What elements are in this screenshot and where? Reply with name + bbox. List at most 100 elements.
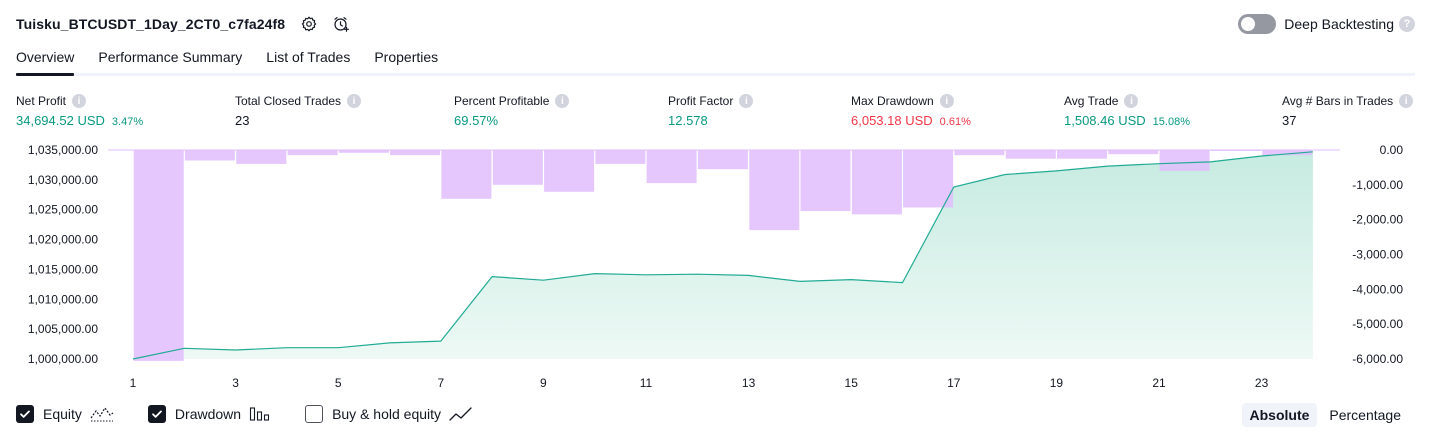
help-icon[interactable]: i (72, 94, 87, 108)
drawdown-bars-icon (249, 405, 271, 423)
settings-icon[interactable] (299, 14, 319, 34)
drawdown-bar (441, 150, 492, 199)
metric-title: Avg Trade (1064, 94, 1119, 108)
metric-value: 12.578 (668, 113, 708, 128)
drawdown-label: Drawdown (174, 406, 242, 422)
equity-label: Equity (43, 406, 82, 422)
metric-net-profit: Net Profit i 34,694.52 USD 3.47% (16, 93, 143, 129)
left-axis-tick-label: 1,010,000.00 (28, 292, 98, 306)
buy-hold-checkbox-group[interactable]: Buy & hold equity (305, 405, 473, 423)
right-axis-tick-label: -3,000.00 (1352, 248, 1403, 262)
x-axis-tick-label: 11 (640, 376, 653, 390)
x-axis-tick-label: 3 (232, 376, 239, 390)
drawdown-bar (236, 150, 287, 164)
metric-percent: 15.08% (1152, 116, 1190, 128)
metric-avg-trade: Avg Trade i 1,508.46 USD 15.08% (1064, 93, 1190, 129)
drawdown-bar (903, 150, 954, 208)
drawdown-bar (800, 150, 851, 211)
help-icon[interactable]: i (739, 94, 754, 108)
help-icon[interactable]: i (1399, 94, 1414, 108)
x-axis-tick-label: 9 (540, 376, 547, 390)
drawdown-bar (390, 150, 441, 156)
strategy-header: Tuisku_BTCUSDT_1Day_2CT0_c7fa24f8 (16, 12, 351, 36)
metric-percent-profitable: Percent Profitable i 69.57% (454, 93, 570, 129)
strategy-title: Tuisku_BTCUSDT_1Day_2CT0_c7fa24f8 (16, 16, 286, 32)
left-axis-tick-label: 1,005,000.00 (28, 322, 98, 336)
tab-overview[interactable]: Overview (16, 46, 75, 76)
drawdown-bar (1005, 150, 1056, 159)
equity-chart[interactable]: 1,035,000.00 1,030,000.00 1,025,000.00 1,02… (0, 138, 1431, 394)
tab-list-of-trades[interactable]: List of Trades (266, 49, 351, 65)
check-icon (152, 410, 162, 418)
drawdown-bar (1262, 150, 1313, 156)
drawdown-bar (133, 150, 184, 361)
left-axis-tick-label: 1,025,000.00 (28, 203, 98, 217)
metrics-row: Net Profit i 34,694.52 USD 3.47% Total Clo… (16, 93, 1415, 133)
equity-checkbox[interactable] (16, 405, 34, 423)
metric-value: 34,694.52 USD (16, 113, 105, 128)
equity-drawdown-chart: 1,035,000.00 1,030,000.00 1,025,000.00 1,02… (28, 143, 1404, 390)
metric-title: Avg # Bars in Trades (1282, 94, 1394, 108)
value-mode-switch: Absolute Percentage (1241, 402, 1410, 428)
metric-title: Net Profit (16, 94, 67, 108)
drawdown-bar (1057, 150, 1107, 159)
metric-value: 1,508.46 USD (1064, 113, 1146, 128)
drawdown-bar (338, 150, 389, 153)
drawdown-checkbox[interactable] (147, 405, 166, 423)
tab-bar: Overview Performance Summary List of Tra… (16, 46, 1415, 76)
metric-title: Total Closed Trades (235, 94, 342, 108)
deep-backtesting: Deep Backtesting ? (1238, 13, 1415, 35)
x-axis-tick-label: 19 (1050, 376, 1064, 390)
right-axis-tick-label: 0.00 (1380, 143, 1404, 157)
drawdown-bar (184, 150, 235, 161)
left-axis-tick-label: 1,035,000.00 (28, 143, 98, 157)
drawdown-bar (544, 150, 595, 192)
deep-backtesting-toggle[interactable] (1238, 14, 1277, 34)
buy-hold-line-icon (449, 405, 473, 423)
metric-value: 6,053.18 USD (851, 113, 933, 128)
tab-performance-summary[interactable]: Performance Summary (98, 49, 243, 65)
metric-avg-bars: Avg # Bars in Trades i 37 (1282, 93, 1414, 129)
drawdown-bar (749, 150, 800, 231)
help-icon[interactable]: ? (1399, 16, 1415, 32)
help-icon[interactable]: i (347, 94, 362, 108)
left-axis-tick-label: 1,020,000.00 (28, 233, 98, 247)
equity-checkbox-group[interactable]: Equity (16, 405, 114, 423)
x-axis-tick-label: 17 (947, 376, 961, 390)
tab-properties[interactable]: Properties (374, 49, 439, 65)
metric-profit-factor: Profit Factor i 12.578 (668, 93, 754, 129)
metric-percent: 0.61% (939, 116, 971, 128)
drawdown-bar (646, 150, 697, 184)
percentage-button[interactable]: Percentage (1329, 407, 1401, 423)
metric-max-drawdown: Max Drawdown i 6,053.18 USD 0.61% (851, 93, 971, 129)
metric-total-closed-trades: Total Closed Trades i 23 (235, 93, 362, 129)
buy-hold-label: Buy & hold equity (332, 406, 442, 422)
right-axis-tick-label: -6,000.00 (1352, 352, 1403, 366)
x-axis-tick-label: 21 (1152, 376, 1166, 390)
x-axis-tick-label: 23 (1255, 376, 1269, 390)
chart-legend-controls: Equity Drawdown Buy & hold equity (16, 402, 507, 426)
equity-line (132, 151, 1313, 360)
metric-title: Profit Factor (668, 94, 734, 108)
metric-value: 23 (235, 113, 250, 128)
left-axis-tick-label: 1,015,000.00 (28, 262, 98, 276)
buy-hold-checkbox[interactable] (305, 405, 324, 423)
add-alert-icon[interactable] (331, 14, 351, 34)
drawdown-bar (492, 150, 543, 185)
metric-title: Percent Profitable (454, 94, 550, 108)
help-icon[interactable]: i (1124, 94, 1139, 108)
equity-wave-icon (90, 405, 114, 423)
toggle-knob (1241, 17, 1256, 31)
drawdown-bar (697, 150, 748, 170)
help-icon[interactable]: i (555, 94, 570, 108)
x-axis-tick-label: 7 (437, 376, 444, 390)
drawdown-checkbox-group[interactable]: Drawdown (147, 405, 271, 423)
left-axis-tick-label: 1,000,000.00 (28, 352, 98, 366)
deep-backtesting-label: Deep Backtesting (1284, 16, 1394, 32)
x-axis-tick-label: 13 (742, 376, 756, 390)
help-icon[interactable]: i (939, 94, 954, 108)
drawdown-bar (1108, 150, 1159, 155)
right-axis-tick-label: -5,000.00 (1352, 317, 1403, 331)
absolute-button[interactable]: Absolute (1241, 403, 1318, 427)
metric-value: 69.57% (454, 113, 499, 128)
